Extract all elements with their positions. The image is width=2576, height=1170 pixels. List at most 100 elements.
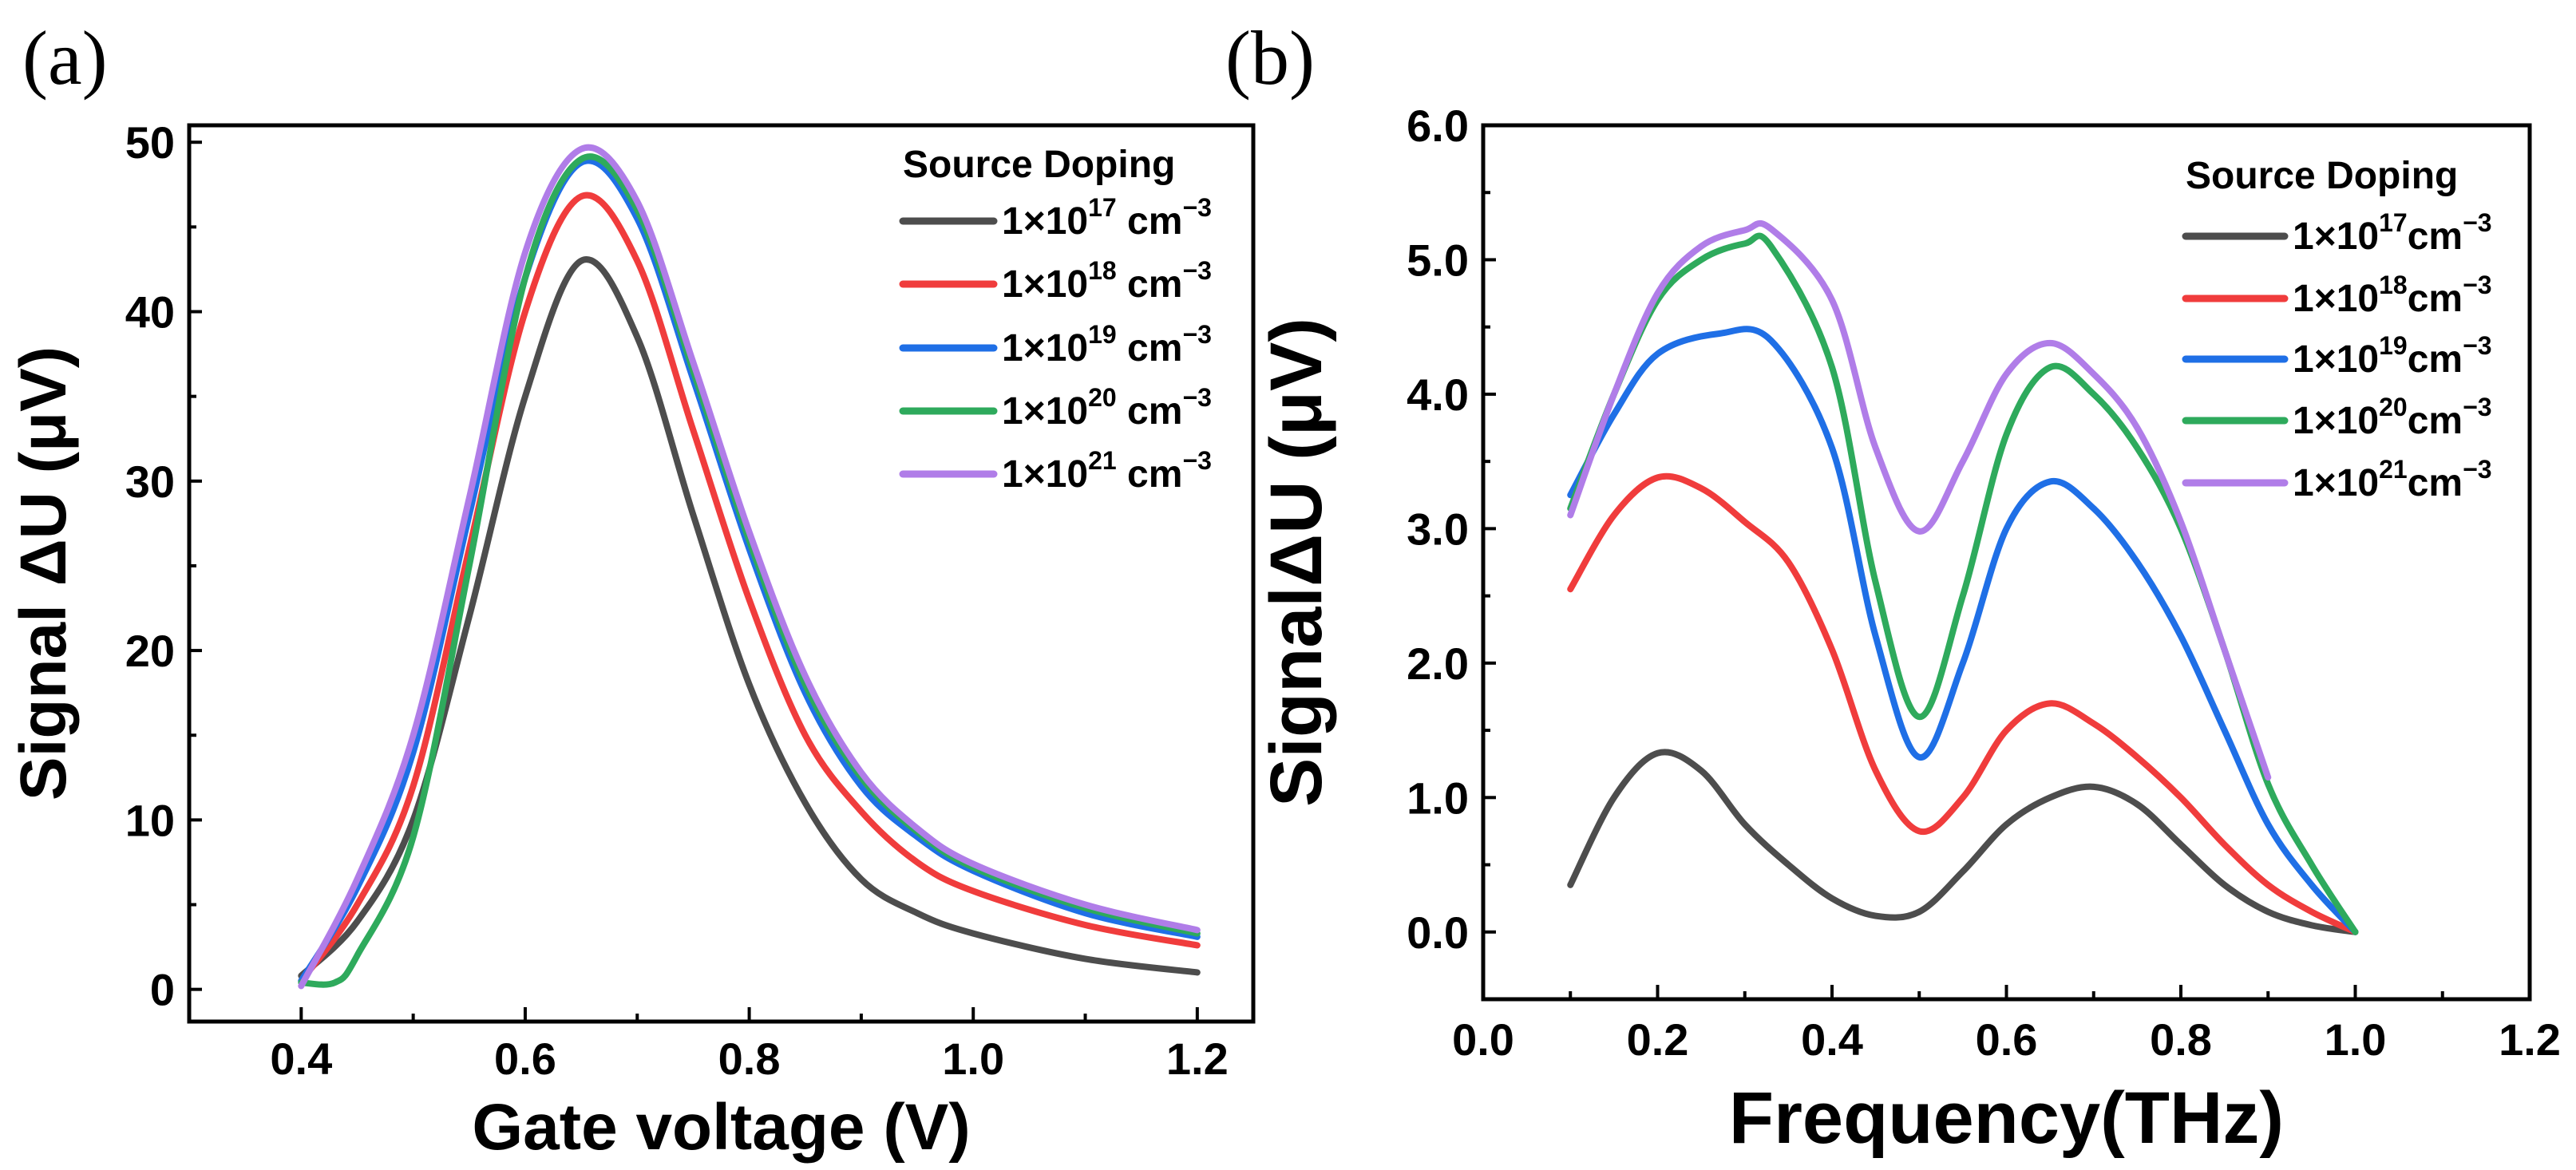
legend-unit-exponent: −3 <box>2463 331 2491 360</box>
y-tick-label: 10 <box>125 795 175 845</box>
legend-exponent: 19 <box>1088 320 1117 349</box>
panel-label: (b) <box>1225 15 1315 101</box>
legend-base: 1×10 <box>2293 338 2379 381</box>
y-tick-label: 20 <box>125 626 175 676</box>
y-tick-label: 40 <box>125 287 175 338</box>
y-tick-label: 0 <box>150 965 175 1015</box>
legend-item: 1×1017 cm−3 <box>899 193 1212 243</box>
legend-label: 1×1019 cm−3 <box>1002 320 1212 370</box>
legend-label: 1×1019cm−3 <box>2293 331 2492 381</box>
x-tick-label: 1.0 <box>942 1034 1004 1084</box>
legend-item: 1×1018 cm−3 <box>899 256 1212 306</box>
x-tick-label: 0.4 <box>270 1034 332 1084</box>
legend-item: 1×1021 cm−3 <box>899 446 1212 496</box>
legend-unit: cm <box>1117 327 1183 370</box>
chart-panel-a: (a) 0.4 0.6 0.8 1.0 1.2 0 10 20 30 40 50 Gate voltag… <box>7 15 1256 1164</box>
legend-unit: cm <box>1117 200 1183 243</box>
legend: Source Doping1×1017cm−31×1018cm−31×1019c… <box>2182 155 2492 504</box>
legend-label: 1×1020cm−3 <box>2293 393 2492 442</box>
legend-base: 1×10 <box>2293 462 2379 504</box>
legend-exponent: 19 <box>2379 331 2408 360</box>
y-tick-label: 5.0 <box>1407 235 1469 285</box>
legend-item: 1×1021cm−3 <box>2182 455 2492 504</box>
x-axis-title: Frequency(THz) <box>1729 1077 2284 1159</box>
plot-frame <box>187 123 1256 1024</box>
y-tick-label: 30 <box>125 457 175 507</box>
y-tick-label: 50 <box>125 117 175 168</box>
series-line-21 <box>298 144 1201 990</box>
legend-exponent: 18 <box>1088 256 1117 285</box>
legend-label: 1×1021cm−3 <box>2293 455 2492 504</box>
legend-unit-exponent: −3 <box>2463 208 2491 237</box>
y-tick-label: 6.0 <box>1407 101 1469 151</box>
y-tick-label: 4.0 <box>1407 370 1469 420</box>
legend-unit: cm <box>1117 263 1183 306</box>
x-tick-label: 0.8 <box>2150 1014 2212 1065</box>
chart-panel-b: (b) 0.0 0.2 0.4 0.6 0.8 1.0 1.2 0.0 1.0 2.0 3.0 4.0 5… <box>1225 15 2561 1159</box>
x-tick-label: 1.0 <box>2325 1014 2387 1065</box>
legend-exponent: 21 <box>2379 455 2408 484</box>
legend-unit: cm <box>2408 215 2463 258</box>
legend-label: 1×1018 cm−3 <box>1002 256 1212 306</box>
legend-label: 1×1017cm−3 <box>2293 208 2492 258</box>
legend-unit-exponent: −3 <box>1182 320 1211 349</box>
legend-label: 1×1020 cm−3 <box>1002 383 1212 433</box>
x-tick-label: 0.0 <box>1452 1014 1514 1065</box>
legend-base: 1×10 <box>1002 200 1088 243</box>
legend-item: 1×1019 cm−3 <box>899 320 1212 370</box>
legend-unit-exponent: −3 <box>1182 446 1211 475</box>
legend-base: 1×10 <box>2293 278 2379 320</box>
x-tick-label: 0.2 <box>1627 1014 1689 1065</box>
legend-unit: cm <box>2408 462 2463 504</box>
legend-item: 1×1020 cm−3 <box>899 383 1212 433</box>
x-tick-label: 1.2 <box>1166 1034 1229 1084</box>
series-line-18 <box>298 192 1201 985</box>
y-axis-title: Signal ΔU (μV) <box>7 346 80 800</box>
series-line-19 <box>1567 326 2359 935</box>
legend-exponent: 17 <box>2379 208 2408 237</box>
legend-base: 1×10 <box>2293 215 2379 258</box>
x-tick-label: 0.6 <box>494 1034 556 1084</box>
legend-item: 1×1018cm−3 <box>2182 271 2492 320</box>
legend-unit-exponent: −3 <box>1182 383 1211 412</box>
y-tick-label: 2.0 <box>1407 638 1469 689</box>
legend-base: 1×10 <box>1002 390 1088 433</box>
x-tick-label: 1.2 <box>2499 1014 2561 1065</box>
legend-item: 1×1020cm−3 <box>2182 393 2492 442</box>
legend-unit-exponent: −3 <box>1182 193 1211 222</box>
x-tick-label: 0.8 <box>718 1034 781 1084</box>
y-axis-title: SignalΔU (μV) <box>1256 318 1337 807</box>
legend-label: 1×1018cm−3 <box>2293 271 2492 320</box>
legend-base: 1×10 <box>1002 263 1088 306</box>
series-line-17 <box>1567 749 2359 935</box>
series-line-21 <box>1567 219 2272 781</box>
legend-base: 1×10 <box>1002 453 1088 496</box>
x-axis-title: Gate voltage (V) <box>472 1091 970 1164</box>
panel-label: (a) <box>22 15 108 101</box>
legend-exponent: 20 <box>2379 393 2408 421</box>
legend-base: 1×10 <box>2293 400 2379 442</box>
legend-item: 1×1019cm−3 <box>2182 331 2492 381</box>
series-line-18 <box>1567 472 2359 935</box>
legend-unit: cm <box>2408 338 2463 381</box>
legend-exponent: 21 <box>1088 446 1117 475</box>
legend-unit-exponent: −3 <box>2463 455 2491 484</box>
legend-exponent: 20 <box>1088 383 1117 412</box>
legend-unit: cm <box>1117 453 1183 496</box>
y-tick-label: 0.0 <box>1407 907 1469 958</box>
legend-title: Source Doping <box>2186 155 2458 197</box>
x-tick-label: 0.4 <box>1801 1014 1863 1065</box>
legend-exponent: 18 <box>2379 271 2408 299</box>
legend-label: 1×1021 cm−3 <box>1002 446 1212 496</box>
legend-unit: cm <box>2408 400 2463 442</box>
legend-base: 1×10 <box>1002 327 1088 370</box>
y-tick-label: 3.0 <box>1407 504 1469 554</box>
legend-item: 1×1017cm−3 <box>2182 208 2492 258</box>
legend-label: 1×1017 cm−3 <box>1002 193 1212 243</box>
y-tick-label: 1.0 <box>1407 773 1469 823</box>
legend-exponent: 17 <box>1088 193 1117 222</box>
legend-unit: cm <box>2408 278 2463 320</box>
legend-unit-exponent: −3 <box>1182 256 1211 285</box>
